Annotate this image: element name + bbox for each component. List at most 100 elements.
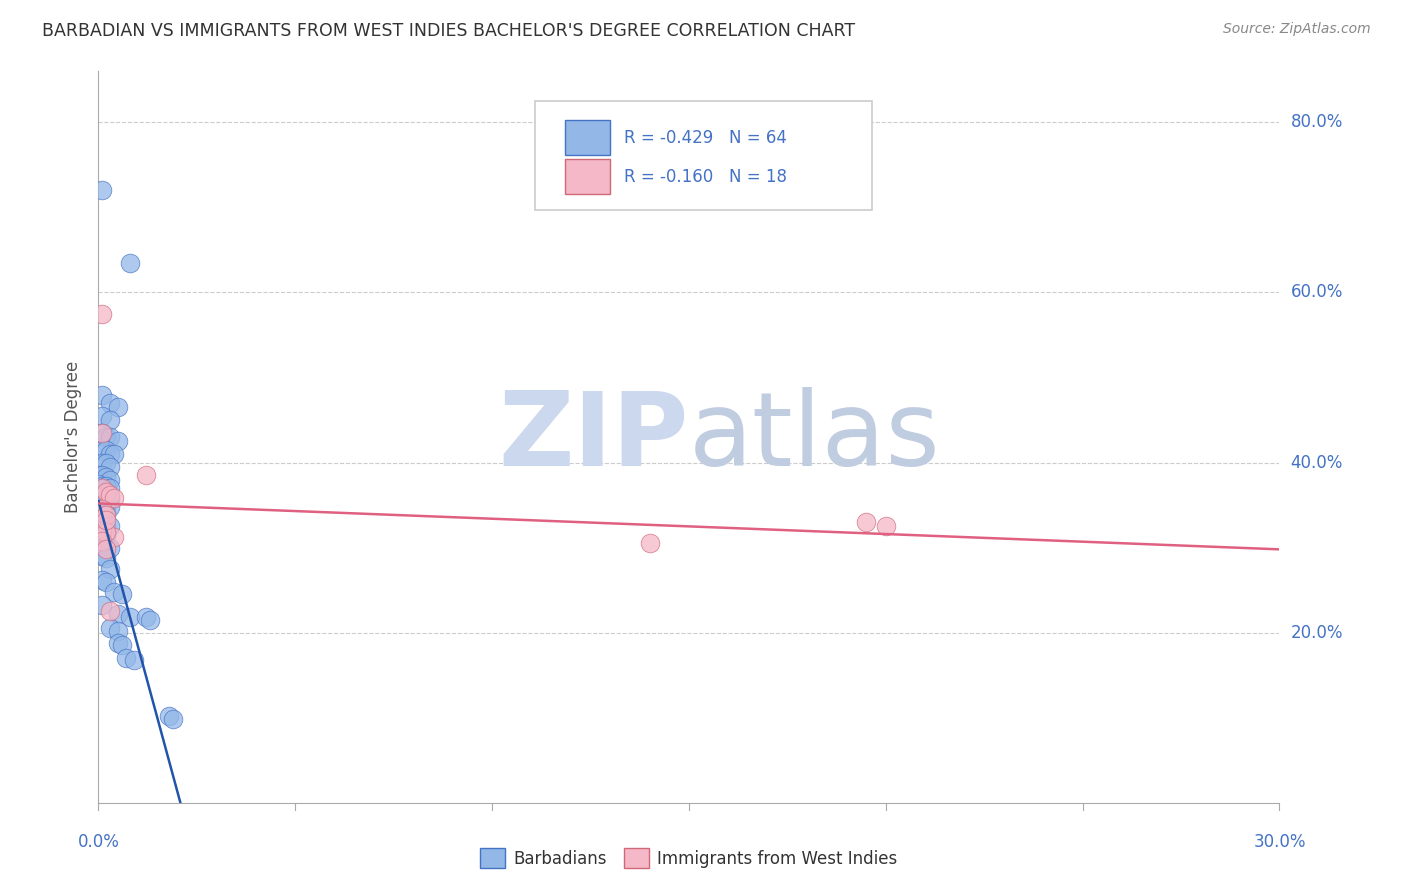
Point <box>96 525 118 540</box>
Text: ZIP: ZIP <box>499 386 689 488</box>
Point <box>91 524 114 538</box>
FancyBboxPatch shape <box>536 101 872 211</box>
Point <box>138 613 160 627</box>
Point <box>96 508 118 523</box>
Point <box>98 396 121 410</box>
Point <box>96 513 118 527</box>
Point <box>111 639 134 653</box>
Point <box>103 447 125 461</box>
Point <box>638 536 661 550</box>
Point <box>96 499 118 513</box>
Point <box>96 456 118 470</box>
Point <box>91 536 114 550</box>
Point <box>91 498 114 512</box>
Point <box>135 468 157 483</box>
Point <box>96 550 118 565</box>
Point <box>96 574 118 589</box>
Point <box>118 610 141 624</box>
Point <box>87 496 110 510</box>
Point <box>96 539 118 553</box>
Point <box>98 447 121 461</box>
Point <box>157 709 180 723</box>
Point <box>96 542 118 557</box>
Point <box>135 610 157 624</box>
Point <box>115 651 138 665</box>
Point <box>96 491 118 506</box>
Point <box>91 468 114 483</box>
Point <box>107 636 129 650</box>
Point <box>103 585 125 599</box>
Point <box>96 430 118 444</box>
Point <box>87 476 110 491</box>
Point <box>96 470 118 484</box>
Point <box>96 485 118 500</box>
Text: 20.0%: 20.0% <box>1291 624 1343 641</box>
Point <box>91 183 114 197</box>
Point <box>162 713 184 727</box>
Point <box>91 507 114 521</box>
Point <box>91 442 114 457</box>
FancyBboxPatch shape <box>565 120 610 155</box>
Text: Source: ZipAtlas.com: Source: ZipAtlas.com <box>1223 22 1371 37</box>
Point <box>98 541 121 555</box>
Point <box>98 488 121 502</box>
Point <box>91 516 114 531</box>
Point <box>98 473 121 487</box>
Text: R = -0.160   N = 18: R = -0.160 N = 18 <box>624 168 787 186</box>
Point <box>107 434 129 449</box>
Point <box>103 491 125 506</box>
Text: BARBADIAN VS IMMIGRANTS FROM WEST INDIES BACHELOR'S DEGREE CORRELATION CHART: BARBADIAN VS IMMIGRANTS FROM WEST INDIES… <box>42 22 855 40</box>
Point <box>91 409 114 423</box>
Point <box>98 604 121 618</box>
Point <box>98 519 121 533</box>
Point <box>91 525 114 540</box>
Point <box>96 517 118 532</box>
Point <box>98 430 121 444</box>
Point <box>87 505 110 519</box>
Point <box>855 515 877 529</box>
Point <box>98 459 121 474</box>
Point <box>122 653 145 667</box>
Text: 80.0%: 80.0% <box>1291 113 1343 131</box>
Point <box>96 442 118 457</box>
FancyBboxPatch shape <box>565 159 610 194</box>
Point <box>98 562 121 576</box>
Point <box>98 413 121 427</box>
Point <box>91 425 114 440</box>
Point <box>875 519 897 533</box>
Point <box>96 479 118 493</box>
Point <box>107 607 129 621</box>
Y-axis label: Bachelor's Degree: Bachelor's Degree <box>65 361 83 513</box>
Point <box>107 624 129 638</box>
Point <box>96 508 118 522</box>
Point <box>91 502 114 516</box>
Text: 60.0%: 60.0% <box>1291 284 1343 301</box>
Point <box>98 500 121 514</box>
Point <box>98 481 121 495</box>
Point <box>91 307 114 321</box>
Point <box>91 490 114 504</box>
Legend: Barbadians, Immigrants from West Indies: Barbadians, Immigrants from West Indies <box>474 841 904 875</box>
Point <box>87 488 110 502</box>
Point <box>91 599 114 613</box>
Point <box>98 622 121 636</box>
Point <box>91 387 114 401</box>
Text: R = -0.429   N = 64: R = -0.429 N = 64 <box>624 129 787 147</box>
Point <box>96 528 118 542</box>
Point <box>98 492 121 507</box>
Point <box>91 478 114 492</box>
Point <box>91 573 114 587</box>
Point <box>111 587 134 601</box>
Point <box>91 425 114 440</box>
Text: atlas: atlas <box>689 386 941 488</box>
Point <box>91 533 114 548</box>
Point <box>91 549 114 563</box>
Point <box>91 456 114 470</box>
Text: 40.0%: 40.0% <box>1291 454 1343 472</box>
Point <box>107 401 129 415</box>
Text: 0.0%: 0.0% <box>77 833 120 851</box>
Point <box>91 481 114 495</box>
Point <box>118 256 141 270</box>
Text: 30.0%: 30.0% <box>1253 833 1306 851</box>
Point <box>87 468 110 483</box>
